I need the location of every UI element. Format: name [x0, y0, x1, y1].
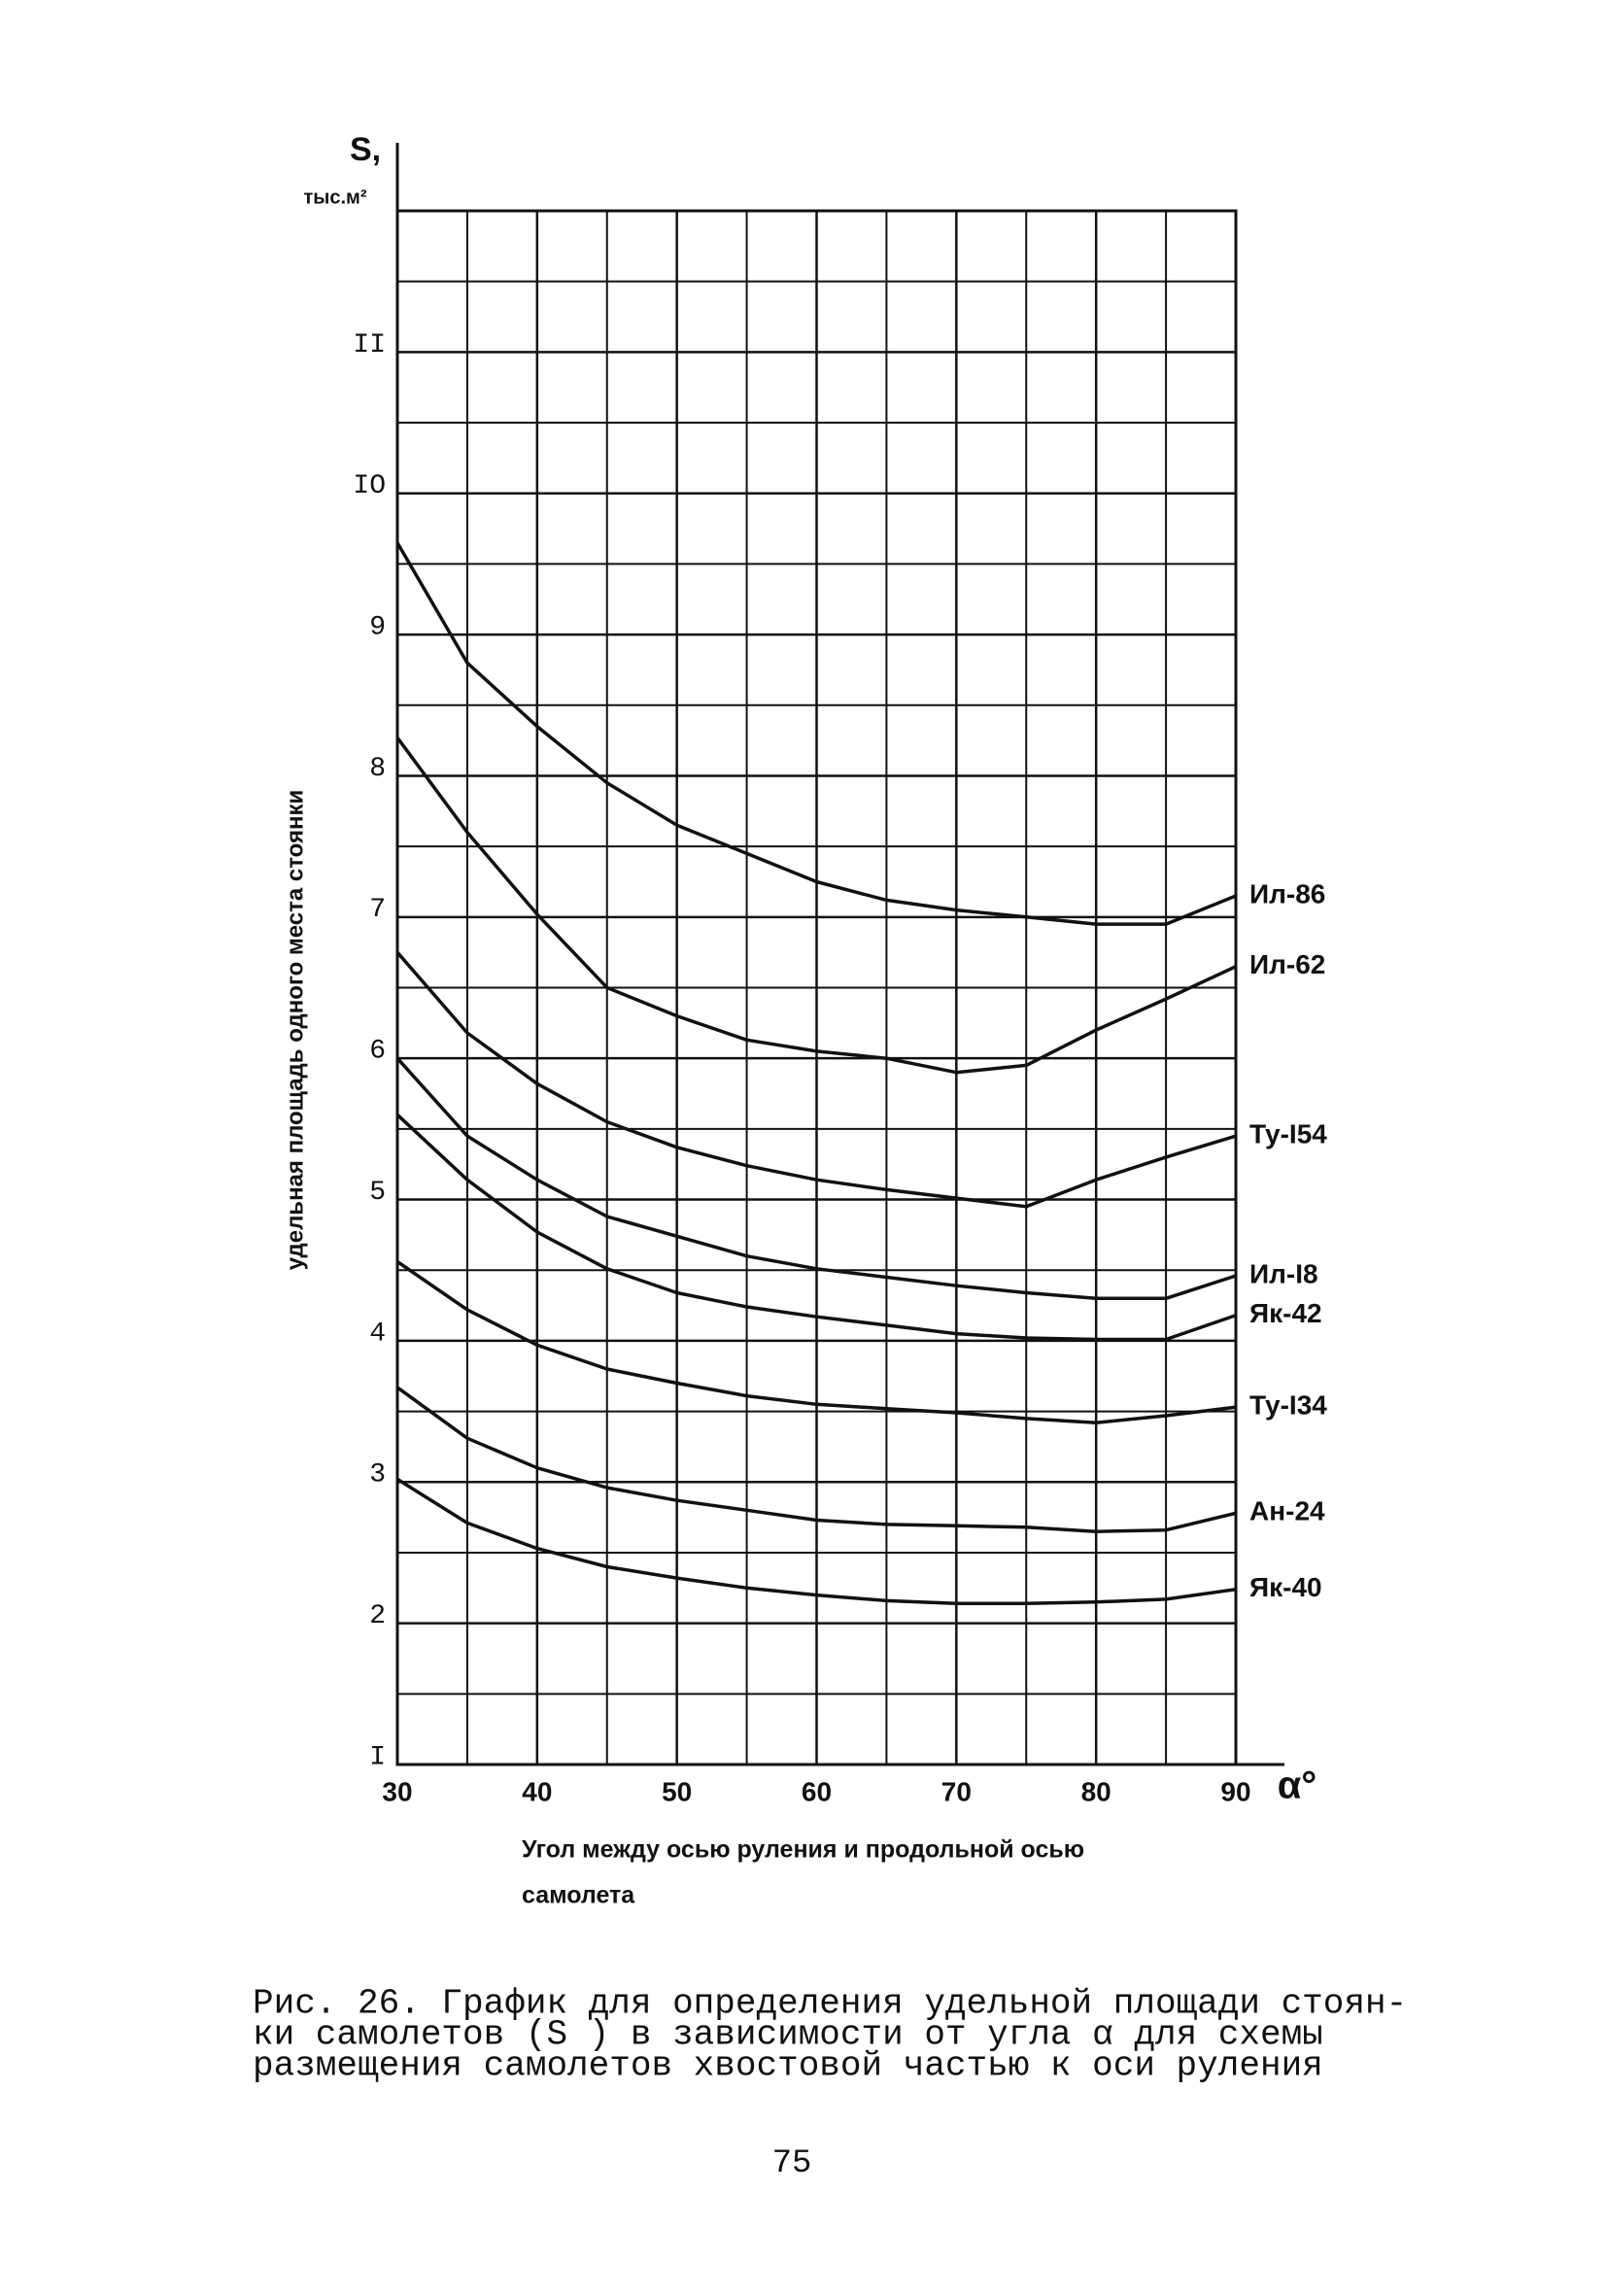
series-line: [395, 1386, 1237, 1533]
series-label: Ан-24: [1249, 1496, 1325, 1526]
series-label: Ил-62: [1249, 949, 1325, 979]
y-tick-label: 2: [369, 1601, 386, 1631]
page-number: 75: [772, 2145, 812, 2182]
caption: Рис. 26. График для определения удельной…: [253, 1984, 1407, 2024]
series-line: [396, 1260, 1237, 1424]
y-axis-label: удельная площадь одного места стоянки: [282, 790, 308, 1271]
series-label: Ил-86: [1249, 878, 1325, 908]
series-label: Ту-I54: [1249, 1119, 1327, 1149]
y-tick-label: 5: [369, 1178, 386, 1208]
y-axis-symbol: S,: [350, 131, 381, 168]
x-tick-label: 90: [1220, 1776, 1250, 1806]
x-axis-label: самолета: [522, 1882, 635, 1909]
y-tick-label: IO: [353, 471, 386, 501]
x-tick-label: 70: [941, 1776, 972, 1806]
series-line: [396, 1477, 1237, 1606]
series-line: [395, 737, 1237, 1075]
x-axis-label: Угол между осью руления и продольной ось…: [522, 1836, 1084, 1864]
x-tick-label: 40: [522, 1776, 552, 1806]
x-tick-label: 50: [662, 1776, 692, 1806]
x-tick-label: 30: [382, 1776, 412, 1806]
y-tick-label: 9: [369, 612, 386, 642]
y-tick-label: 3: [369, 1460, 386, 1491]
x-tick-label: 60: [802, 1776, 832, 1806]
series-label: Як-40: [1249, 1572, 1322, 1602]
series-label: Ту-I34: [1249, 1390, 1327, 1421]
caption: размещения самолетов хвостовой частью к …: [253, 2046, 1323, 2086]
y-tick-label: II: [353, 330, 386, 360]
series-line: [395, 951, 1237, 1209]
x-tick-label: 80: [1081, 1776, 1111, 1806]
series-line: [395, 1057, 1237, 1301]
y-tick-label: 4: [369, 1319, 386, 1349]
series-line: [395, 1114, 1237, 1342]
x-axis-symbol: α°: [1278, 1765, 1317, 1807]
series-label: Ил-I8: [1249, 1258, 1318, 1288]
series-label: Як-42: [1249, 1298, 1322, 1328]
y-tick-label: 7: [369, 895, 386, 925]
series-line: [395, 541, 1237, 926]
y-tick-label: 6: [369, 1037, 386, 1067]
y-tick-label: I: [369, 1742, 386, 1772]
y-axis-unit: тыс.м²: [303, 187, 366, 208]
caption: ки самолетов (S ) в зависимости от угла …: [253, 2015, 1323, 2055]
y-tick-label: 8: [369, 754, 386, 784]
